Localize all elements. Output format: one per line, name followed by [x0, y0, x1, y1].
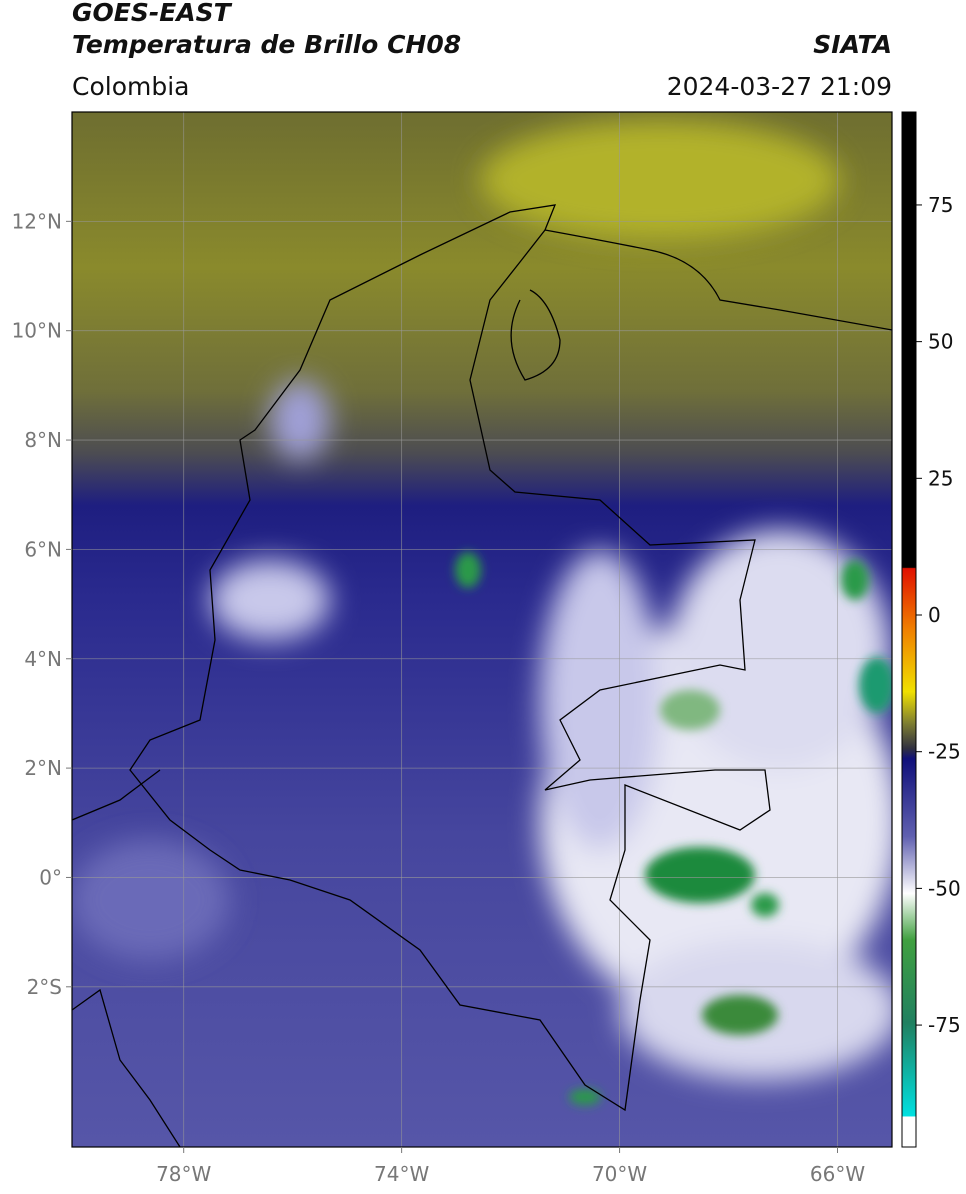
lat-tick-label: 0°: [39, 865, 62, 889]
colorbar-tick-label: 25: [928, 466, 953, 490]
lat-tick-label: 6°N: [24, 537, 62, 561]
source: SIATA: [813, 30, 892, 59]
lon-tick-label: 66°W: [810, 1162, 865, 1186]
lat-tick-label: 2°S: [27, 975, 62, 999]
timestamp: 2024-03-27 21:09: [667, 72, 892, 101]
satellite-image: [72, 112, 892, 1147]
region: Colombia: [72, 72, 189, 101]
subtitle: Temperatura de Brillo CH08: [72, 30, 461, 59]
lat-tick-label: 12°N: [12, 209, 62, 233]
colorbar: [901, 111, 917, 1148]
lat-tick-label: 10°N: [12, 319, 62, 343]
colorbar-tick-label: -75: [928, 1013, 961, 1037]
borders: [72, 204, 892, 1147]
lon-tick-label: 70°W: [592, 1162, 647, 1186]
colorbar-tick-label: 50: [928, 330, 953, 354]
colorbar-tick-label: 75: [928, 193, 953, 217]
colorbar-tick-label: -50: [928, 876, 961, 900]
colorbar-tick-label: -25: [928, 740, 961, 764]
colorbar-tick-label: 0: [928, 603, 941, 627]
lon-tick-label: 74°W: [374, 1162, 429, 1186]
lat-tick-label: 4°N: [24, 647, 62, 671]
lon-tick-label: 78°W: [156, 1162, 211, 1186]
lat-tick-label: 2°N: [24, 756, 62, 780]
title: GOES-EAST: [72, 0, 233, 27]
map-frame: [71, 111, 893, 1148]
lat-tick-label: 8°N: [24, 428, 62, 452]
